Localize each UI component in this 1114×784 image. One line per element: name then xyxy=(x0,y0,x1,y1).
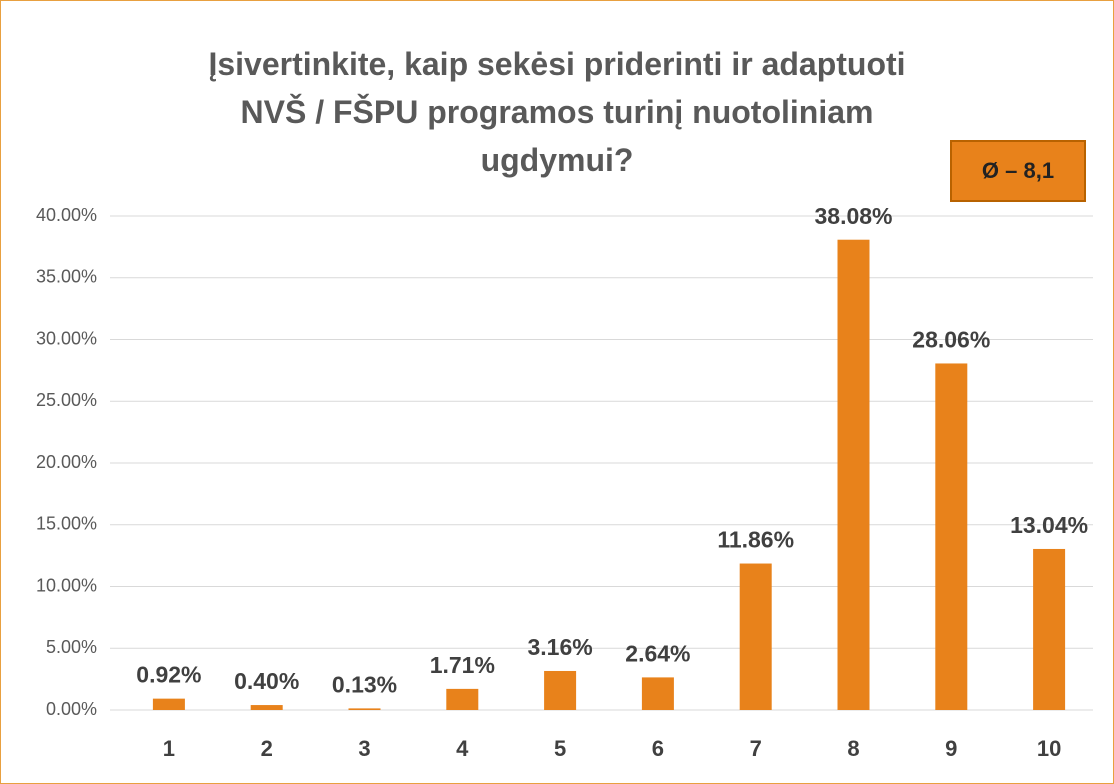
y-tick-label: 25.00% xyxy=(36,390,97,410)
value-label: 38.08% xyxy=(814,203,892,229)
bar xyxy=(152,698,185,710)
y-tick-label: 30.00% xyxy=(36,328,97,348)
average-annotation: Ø – 8,1 xyxy=(950,140,1086,202)
x-tick-label: 4 xyxy=(456,736,469,761)
bar xyxy=(446,688,479,710)
y-tick-label: 5.00% xyxy=(46,637,97,657)
y-tick-label: 15.00% xyxy=(36,514,97,534)
x-tick-label: 5 xyxy=(554,736,566,761)
bar xyxy=(739,563,772,710)
value-label: 1.71% xyxy=(430,652,495,678)
bar xyxy=(641,677,674,710)
value-label: 3.16% xyxy=(527,634,592,660)
chart-title: Įsivertinkite, kaip sekėsi priderinti ir… xyxy=(208,46,906,178)
value-label: 11.86% xyxy=(717,527,794,553)
x-tick-label: 6 xyxy=(652,736,664,761)
x-tick-label: 3 xyxy=(358,736,370,761)
y-tick-label: 10.00% xyxy=(36,575,97,595)
value-label: 0.40% xyxy=(234,668,299,694)
x-tick-label: 1 xyxy=(163,736,175,761)
bar xyxy=(935,363,968,710)
value-label: 0.92% xyxy=(136,662,201,688)
y-tick-label: 35.00% xyxy=(36,267,97,287)
value-label: 28.06% xyxy=(912,327,990,353)
x-tick-label: 7 xyxy=(750,736,762,761)
x-tick-label: 9 xyxy=(945,736,957,761)
value-label: 2.64% xyxy=(625,640,690,666)
bar xyxy=(1033,548,1066,710)
y-tick-label: 0.00% xyxy=(46,699,97,719)
y-tick-label: 20.00% xyxy=(36,452,97,472)
value-label: 0.13% xyxy=(332,671,397,697)
bar xyxy=(837,239,870,710)
bar xyxy=(348,708,381,710)
x-tick-label: 2 xyxy=(261,736,273,761)
bar xyxy=(544,670,577,710)
x-tick-label: 10 xyxy=(1037,736,1061,761)
x-tick-label: 8 xyxy=(847,736,859,761)
y-tick-label: 40.00% xyxy=(36,205,97,225)
value-label: 13.04% xyxy=(1010,512,1088,538)
bar xyxy=(250,705,283,710)
